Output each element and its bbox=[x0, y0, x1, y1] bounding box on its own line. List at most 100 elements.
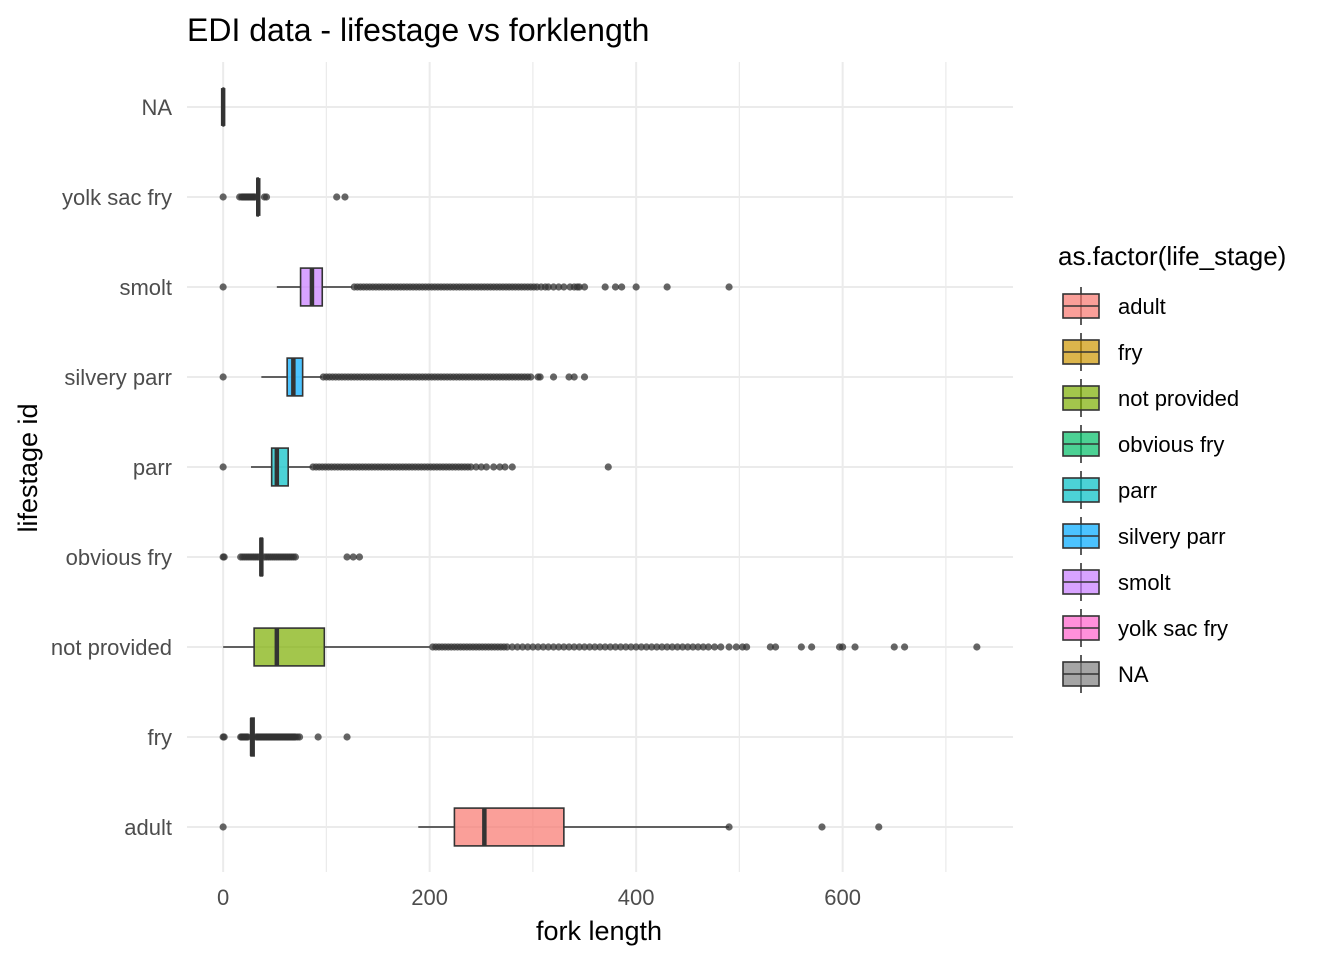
outlier-point bbox=[501, 463, 509, 471]
outlier-point bbox=[544, 283, 552, 291]
outlier-point bbox=[900, 643, 909, 651]
box-na bbox=[220, 87, 226, 127]
legend-item: NA bbox=[1062, 655, 1149, 693]
y-axis-tick-labels: adult fry not provided obvious fry parr silve… bbox=[51, 95, 172, 840]
legend-label: silvery parr bbox=[1118, 524, 1226, 549]
outlier-point bbox=[219, 823, 227, 831]
outlier-point bbox=[586, 643, 594, 651]
box-layer bbox=[219, 87, 981, 847]
outlier-point bbox=[560, 643, 568, 651]
outlier-point bbox=[549, 643, 558, 651]
x-tick-label: 600 bbox=[824, 885, 861, 910]
outlier-point bbox=[617, 643, 625, 651]
y-tick-label: yolk sac fry bbox=[62, 185, 172, 210]
outlier-point bbox=[658, 643, 666, 651]
outlier-point bbox=[513, 643, 522, 651]
legend-items: adult fry not provided obvious fry parr silve… bbox=[1062, 287, 1239, 693]
outlier-point bbox=[668, 643, 676, 651]
outlier-point bbox=[472, 463, 480, 471]
outlier-point bbox=[596, 643, 604, 651]
outlier-point bbox=[570, 643, 578, 651]
outlier-point bbox=[575, 283, 583, 291]
outlier-point bbox=[684, 643, 692, 651]
box-smolt bbox=[219, 267, 733, 307]
y-tick-label: smolt bbox=[119, 275, 172, 300]
box-adult bbox=[219, 807, 883, 847]
y-tick-label: not provided bbox=[51, 635, 172, 660]
box-iqr bbox=[453, 807, 565, 847]
outlier-point bbox=[527, 373, 535, 381]
outlier-point bbox=[673, 643, 682, 651]
outlier-point bbox=[611, 283, 620, 291]
outlier-point bbox=[890, 643, 898, 651]
outlier-point bbox=[632, 643, 640, 651]
outlier-point bbox=[766, 643, 774, 651]
legend-item: not provided bbox=[1062, 379, 1239, 417]
legend-label: parr bbox=[1118, 478, 1157, 503]
outlier-point bbox=[560, 283, 568, 291]
outlier-point bbox=[524, 643, 532, 651]
outlier-point bbox=[291, 553, 300, 561]
legend-label: fry bbox=[1118, 340, 1142, 365]
box-yolk-sac-fry bbox=[219, 177, 349, 217]
outlier-point bbox=[839, 643, 847, 651]
outlier-point bbox=[220, 553, 228, 561]
legend-item: yolk sac fry bbox=[1062, 609, 1228, 647]
legend-title: as.factor(life_stage) bbox=[1058, 241, 1286, 271]
outlier-point bbox=[343, 733, 351, 741]
outlier-point bbox=[973, 643, 981, 651]
y-tick-label: adult bbox=[124, 815, 172, 840]
outlier-point bbox=[580, 373, 589, 381]
outlier-point bbox=[496, 463, 504, 471]
x-tick-label: 200 bbox=[411, 885, 448, 910]
outlier-point bbox=[565, 643, 573, 651]
outlier-point bbox=[565, 373, 573, 381]
y-tick-label: obvious fry bbox=[66, 545, 172, 570]
outlier-point bbox=[711, 643, 719, 651]
outlier-point bbox=[544, 643, 552, 651]
outlier-point bbox=[611, 643, 620, 651]
box-obvious-fry bbox=[219, 537, 364, 577]
outlier-point bbox=[743, 643, 751, 651]
legend-label: not provided bbox=[1118, 386, 1239, 411]
outlier-point bbox=[529, 643, 537, 651]
legend-label: NA bbox=[1118, 662, 1149, 687]
outlier-point bbox=[618, 283, 626, 291]
outlier-point bbox=[503, 643, 511, 651]
x-axis-title: fork length bbox=[536, 916, 662, 946]
legend-label: adult bbox=[1118, 294, 1166, 319]
outlier-point bbox=[604, 463, 612, 471]
outlier-point bbox=[632, 283, 640, 291]
outlier-point bbox=[219, 463, 227, 471]
y-tick-label: NA bbox=[141, 95, 172, 120]
y-tick-label: silvery parr bbox=[64, 365, 172, 390]
outlier-point bbox=[508, 463, 516, 471]
outlier-point bbox=[818, 823, 826, 831]
outlier-point bbox=[689, 643, 697, 651]
outlier-point bbox=[219, 283, 227, 291]
outlier-point bbox=[349, 553, 357, 561]
x-tick-label: 400 bbox=[618, 885, 655, 910]
outlier-point bbox=[699, 643, 707, 651]
outlier-point bbox=[725, 643, 733, 651]
outlier-point bbox=[555, 643, 563, 651]
outlier-point bbox=[627, 643, 635, 651]
x-axis-tick-labels: 0 200 400 600 bbox=[217, 885, 861, 910]
outlier-point bbox=[534, 643, 542, 651]
outlier-point bbox=[622, 643, 630, 651]
legend-item: silvery parr bbox=[1062, 517, 1226, 555]
outlier-point bbox=[851, 643, 859, 651]
legend-label: smolt bbox=[1118, 570, 1171, 595]
outlier-point bbox=[580, 643, 589, 651]
box-fry bbox=[219, 717, 351, 757]
outlier-point bbox=[508, 643, 516, 651]
outlier-point bbox=[219, 373, 227, 381]
outlier-point bbox=[262, 193, 271, 201]
outlier-point bbox=[355, 553, 364, 561]
legend-item: adult bbox=[1062, 287, 1166, 325]
outlier-point bbox=[333, 193, 341, 201]
outlier-point bbox=[575, 643, 583, 651]
outlier-point bbox=[653, 643, 661, 651]
outlier-point bbox=[295, 733, 304, 741]
outlier-point bbox=[875, 823, 883, 831]
